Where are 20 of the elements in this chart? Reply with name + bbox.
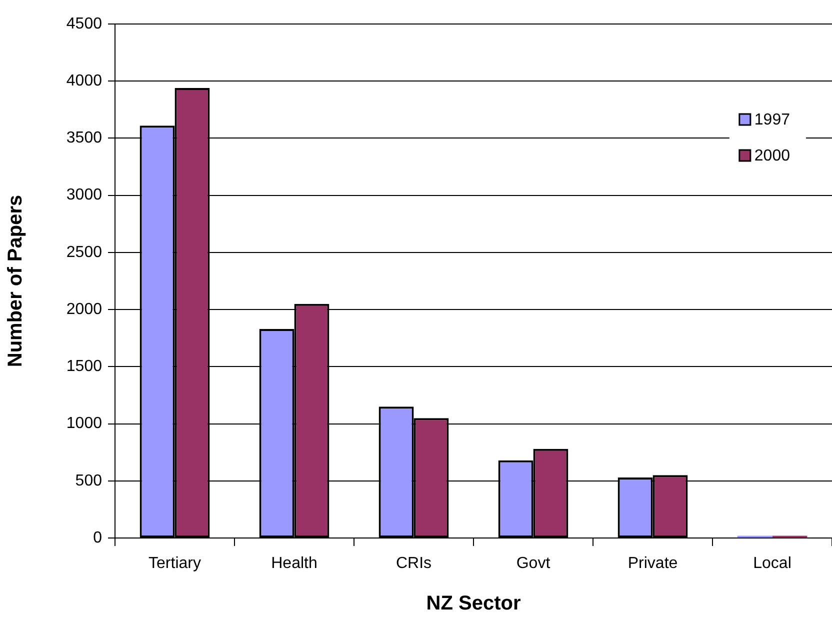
y-tick-label: 4500 — [66, 15, 102, 32]
y-tick-label: 2500 — [66, 244, 102, 261]
y-axis-title: Number of Papers — [4, 194, 27, 368]
y-tick-label: 1000 — [66, 415, 102, 432]
x-axis-title: NZ Sector — [426, 592, 521, 615]
legend-label: 2000 — [754, 147, 790, 164]
x-tick-label: Health — [271, 555, 318, 572]
x-tick-label: Local — [753, 555, 792, 572]
x-tick-label: Govt — [516, 555, 551, 572]
y-tick-label: 0 — [93, 529, 102, 546]
x-tick-label: Tertiary — [148, 555, 201, 572]
y-tick-label: 4000 — [66, 72, 102, 90]
legend-label: 1997 — [754, 111, 790, 128]
y-tick-label: 3000 — [66, 186, 102, 204]
y-tick-label: 2000 — [66, 300, 102, 318]
y-tick-label: 1500 — [66, 358, 102, 376]
y-tick-label: 3500 — [66, 130, 102, 147]
y-tick-label: 500 — [75, 472, 102, 490]
x-tick-label: Private — [628, 555, 678, 572]
x-tick-label: CRIs — [396, 555, 432, 572]
